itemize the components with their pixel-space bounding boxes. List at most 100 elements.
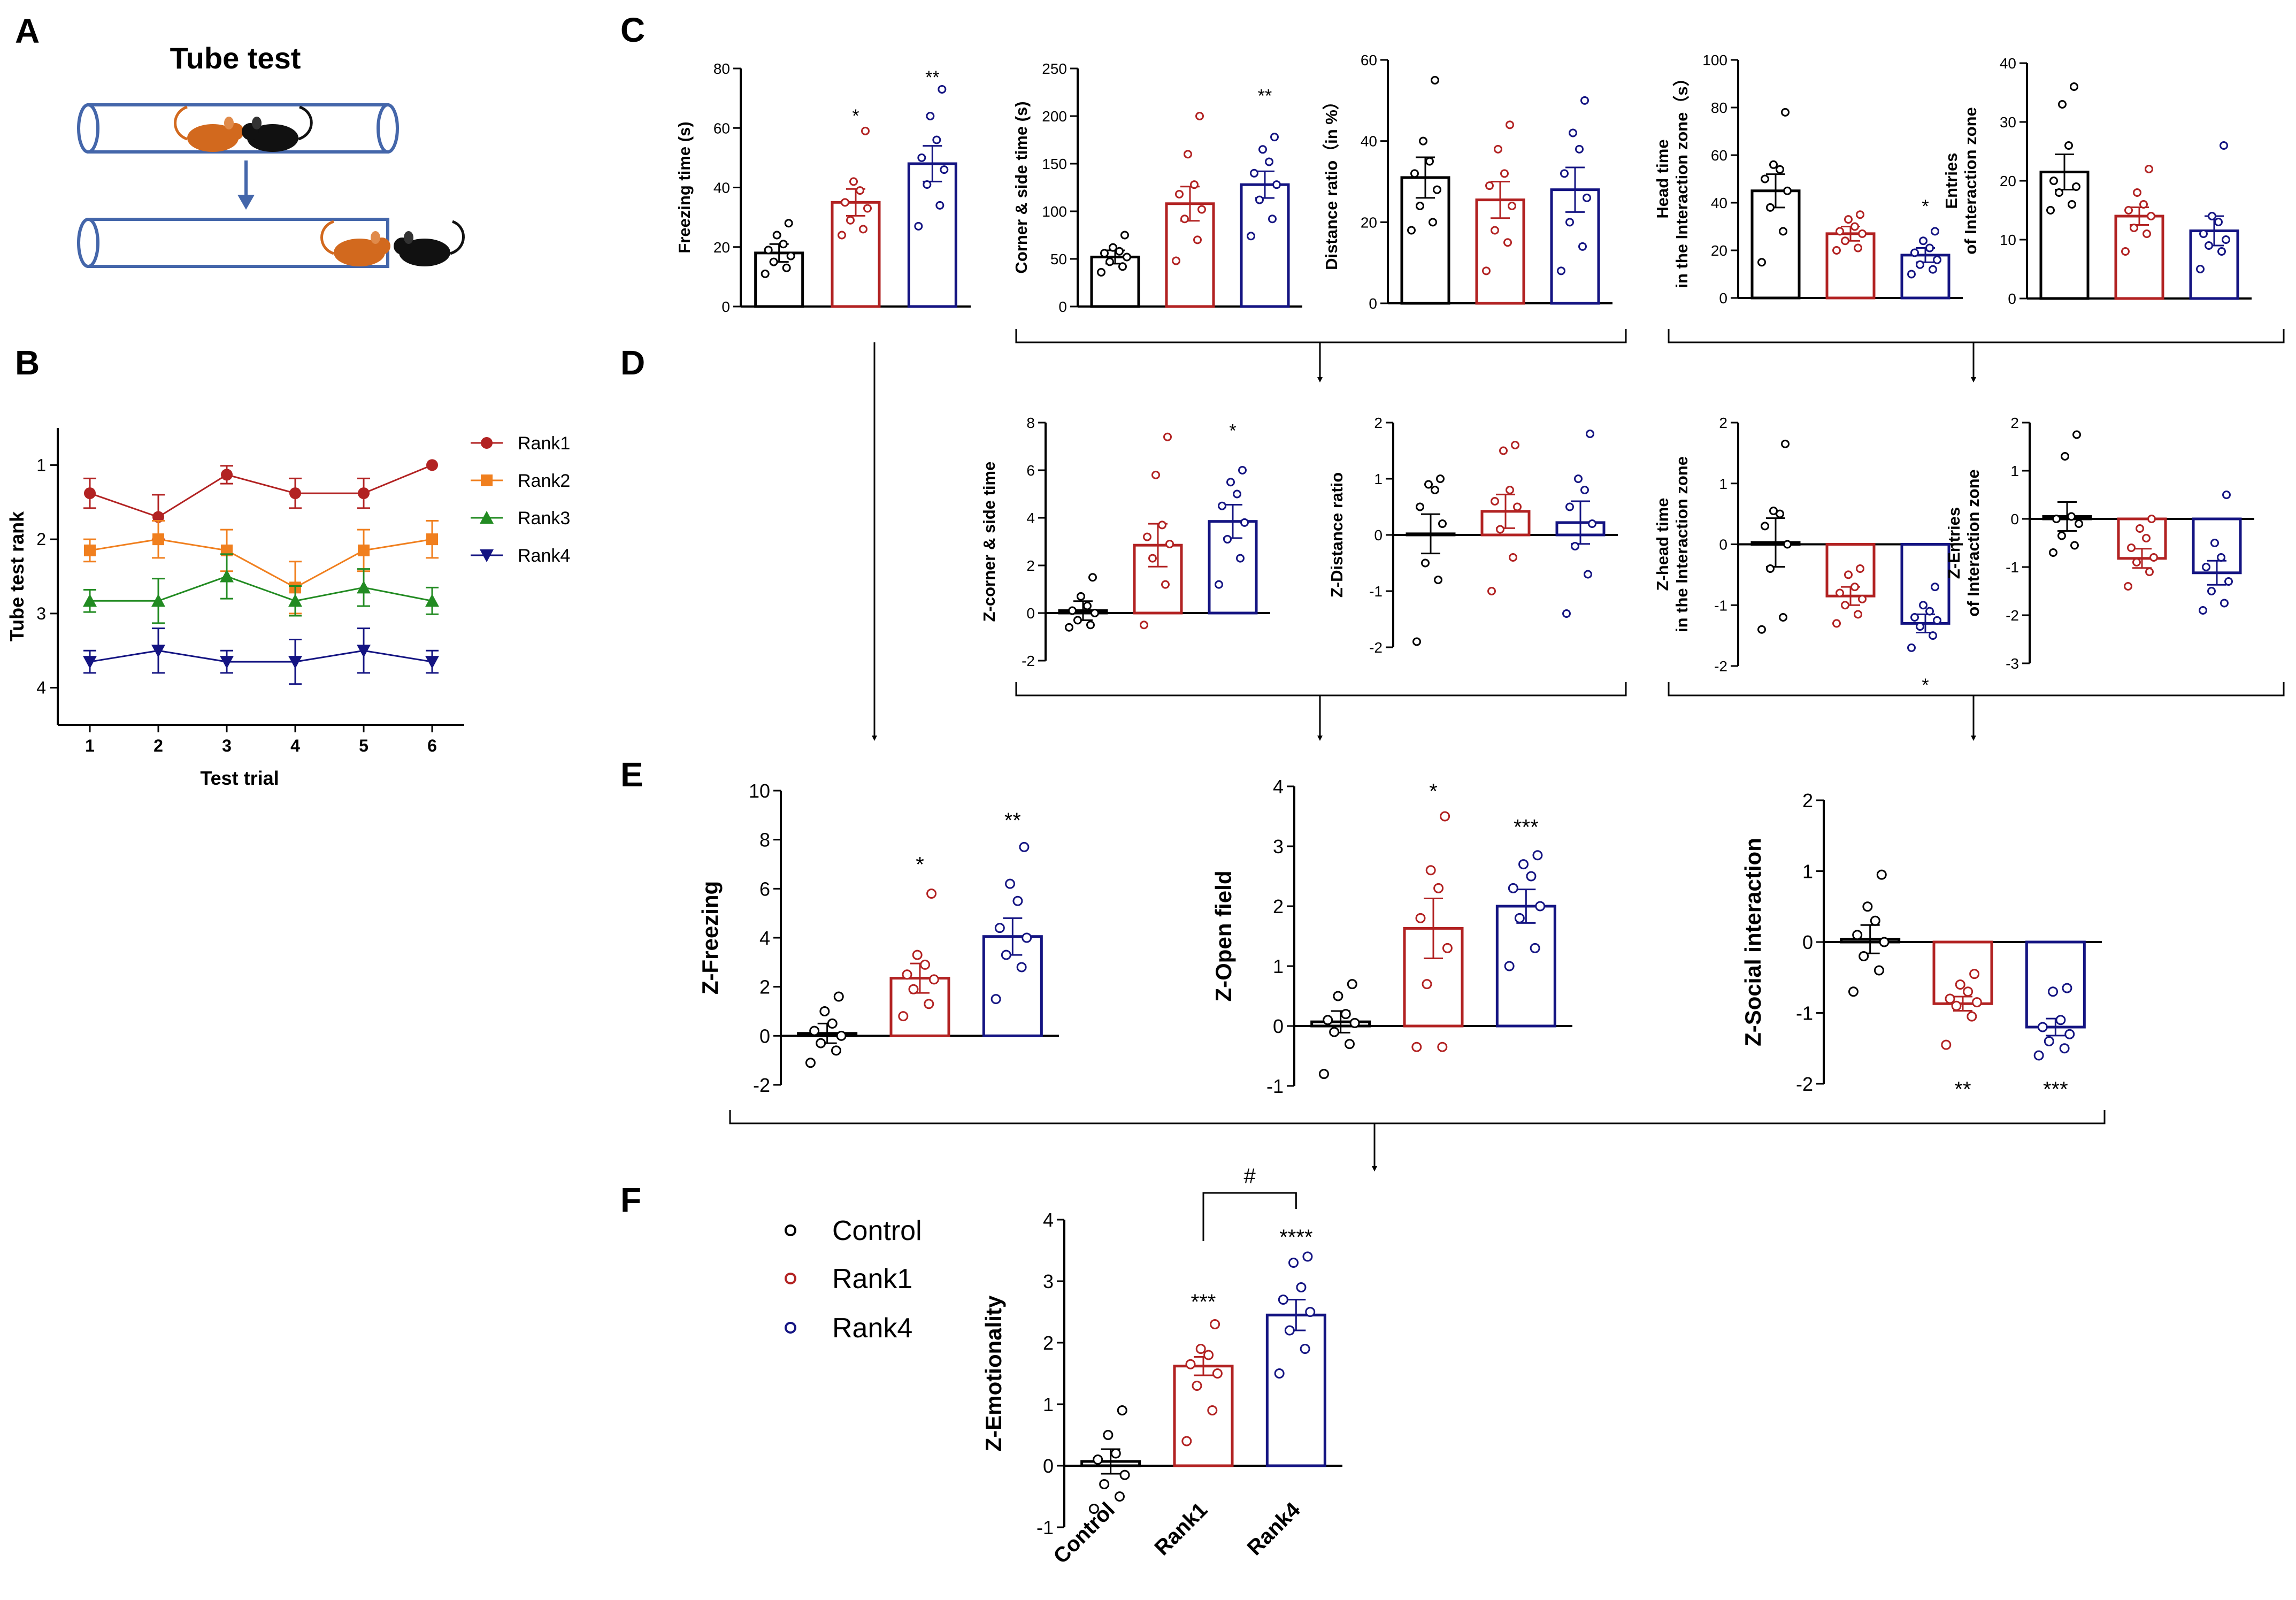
data-point	[2145, 165, 2153, 173]
data-point	[1161, 580, 1170, 589]
y-axis-label: Z-Open field	[1211, 871, 1236, 1002]
bar-rank4	[1900, 543, 1951, 625]
data-point	[1411, 1042, 1422, 1052]
data-point	[1781, 439, 1790, 448]
bar-control	[2039, 171, 2090, 300]
data-point	[1910, 248, 1919, 257]
panel-label-c: C	[620, 11, 645, 49]
data-point	[2072, 430, 2081, 439]
data-point	[761, 269, 770, 278]
data-point	[1258, 145, 1267, 154]
y-axis-label: Z-Entries	[1945, 507, 1963, 579]
y-tick-label: -3	[2006, 655, 2019, 672]
series-line-rank2	[89, 538, 433, 589]
data-point	[1181, 1436, 1192, 1446]
data-point	[1969, 969, 1980, 979]
data-point	[1916, 622, 1924, 631]
data-point	[1562, 609, 1571, 618]
data-point	[2052, 515, 2061, 523]
data-point	[1494, 144, 1502, 154]
y-tick-label: 40	[1711, 195, 1727, 211]
data-point	[1779, 613, 1787, 622]
data-point	[1407, 226, 1416, 235]
data-point	[1508, 883, 1518, 893]
data-point	[1929, 631, 1937, 640]
y-tick-label: 3	[1273, 836, 1284, 858]
data-point	[1941, 1039, 1952, 1050]
data-point	[2070, 82, 2078, 91]
legend-label-rank2: Rank2	[518, 471, 570, 491]
data-point	[1429, 218, 1437, 227]
data-point	[1518, 859, 1529, 870]
y-axis-label: Z-corner & side time	[980, 462, 999, 622]
data-point	[1557, 266, 1565, 275]
tube-test-title: Tube test	[170, 41, 301, 75]
data-point	[2224, 577, 2233, 586]
bar-control	[1750, 189, 1801, 300]
bracket-e	[729, 1110, 2106, 1124]
data-point	[914, 221, 923, 231]
data-point	[1148, 554, 1157, 563]
data-point	[1836, 227, 1844, 236]
y-tick-label: -2	[753, 1074, 770, 1096]
data-point-rank2	[84, 544, 96, 556]
data-point	[1438, 519, 1447, 528]
data-point	[1163, 432, 1172, 441]
data-point	[2207, 587, 2216, 595]
y-tick-label: 0	[1058, 298, 1067, 315]
y-tick-label: 0	[1369, 295, 1377, 312]
significance-marker: *	[852, 106, 859, 126]
data-point	[1530, 943, 1540, 953]
data-point	[859, 225, 867, 234]
data-point	[912, 950, 923, 960]
data-point	[1284, 1325, 1295, 1336]
data-point	[994, 923, 1005, 933]
data-point	[1218, 501, 1226, 510]
y-tick-label: -1	[1036, 1517, 1054, 1538]
data-point	[2037, 1022, 2048, 1032]
data-point	[2217, 553, 2225, 562]
data-point	[1971, 997, 1982, 1008]
data-point	[1323, 1015, 1333, 1025]
data-point	[1504, 961, 1515, 971]
data-point	[1088, 573, 1097, 582]
bar-rank4	[907, 162, 957, 308]
data-point	[1560, 169, 1569, 178]
data-point	[1088, 1504, 1099, 1514]
y-tick-label: 0	[1719, 537, 1727, 553]
data-point	[1238, 466, 1247, 474]
chart-corner-side-time: 0 50 100 150 200 250 Corner & side time (s) **	[1012, 60, 1302, 315]
data-point	[1109, 243, 1117, 252]
data-point	[1180, 215, 1189, 224]
data-point	[2199, 229, 2208, 238]
data-point-rank2	[152, 533, 164, 546]
y-tick-label: 0	[2008, 290, 2016, 307]
data-point	[2196, 265, 2205, 273]
y-tick-label: -1	[1266, 1075, 1284, 1097]
data-point	[1578, 242, 1587, 251]
data-point	[1077, 592, 1085, 601]
y-tick-label: 6	[759, 878, 770, 900]
y-tick-label: 0	[759, 1025, 770, 1047]
y-tick-label: 2	[1043, 1332, 1054, 1354]
data-point	[2061, 452, 2069, 461]
data-point-rank4	[220, 656, 234, 669]
flow-connectors	[729, 329, 2285, 1172]
data-point	[1500, 169, 1509, 178]
data-point	[1192, 1381, 1202, 1391]
data-point	[1117, 1405, 1127, 1415]
data-point-rank4	[83, 656, 97, 669]
data-point	[2033, 1050, 2044, 1061]
data-point	[1850, 583, 1859, 592]
data-point	[1073, 616, 1082, 625]
bar-rank4	[1265, 1313, 1326, 1467]
y-tick-label: 8	[1026, 415, 1035, 431]
data-point	[1223, 535, 1232, 544]
y-tick-label: 0	[1374, 527, 1383, 543]
y-tick-label: 60	[1361, 52, 1377, 68]
data-point	[1848, 986, 1859, 997]
data-point	[2072, 182, 2080, 191]
data-point	[2132, 558, 2141, 566]
panel-label-b: B	[15, 343, 40, 382]
data-point	[1571, 542, 1579, 550]
